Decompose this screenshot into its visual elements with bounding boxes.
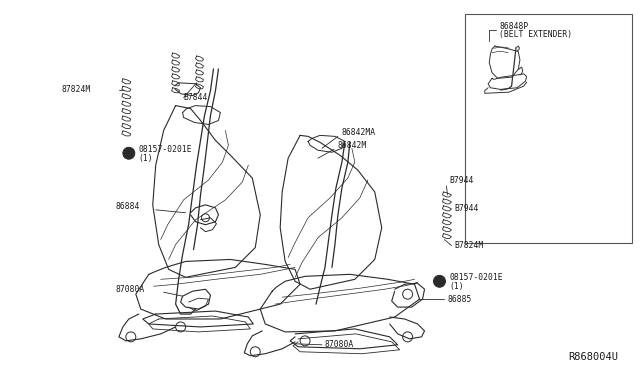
Text: B: B xyxy=(438,279,441,284)
Text: 87080A: 87080A xyxy=(325,340,354,349)
Text: B7824M: B7824M xyxy=(454,241,484,250)
Text: 87080A: 87080A xyxy=(116,285,145,294)
Text: 08157-0201E: 08157-0201E xyxy=(139,145,193,154)
Text: R868004U: R868004U xyxy=(569,352,619,362)
Text: 87824M: 87824M xyxy=(61,85,90,94)
Text: B7944: B7944 xyxy=(449,176,474,185)
Text: 08157-0201E: 08157-0201E xyxy=(449,273,503,282)
Text: B7844: B7844 xyxy=(184,93,208,102)
Text: 86885: 86885 xyxy=(447,295,472,304)
Bar xyxy=(465,14,632,243)
Text: B7944: B7944 xyxy=(454,204,479,213)
Text: B: B xyxy=(127,151,131,156)
Text: 86848P: 86848P xyxy=(499,22,529,31)
Text: 86884: 86884 xyxy=(116,202,140,211)
Text: 86842MA: 86842MA xyxy=(342,128,376,137)
Text: (1): (1) xyxy=(139,154,154,163)
Text: 86842M: 86842M xyxy=(338,141,367,150)
Circle shape xyxy=(123,147,135,159)
Text: (1): (1) xyxy=(449,282,464,291)
Circle shape xyxy=(433,275,445,287)
Text: (BELT EXTENDER): (BELT EXTENDER) xyxy=(499,30,572,39)
